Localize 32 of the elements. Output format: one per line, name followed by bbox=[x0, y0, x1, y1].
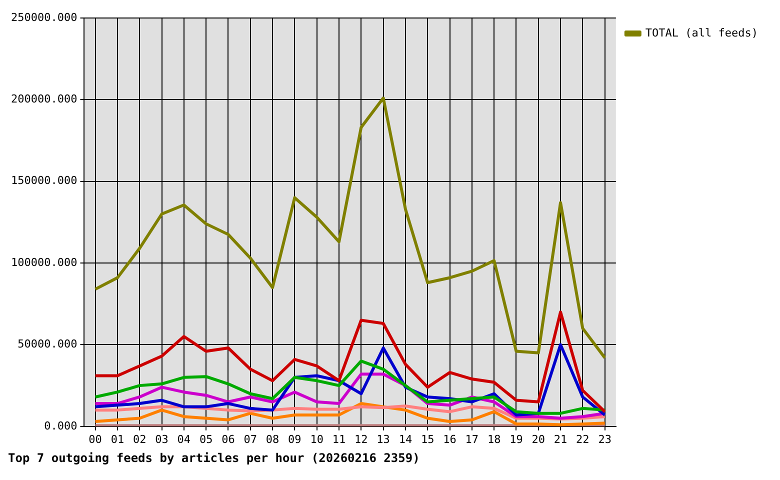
x-tick-label: 12 bbox=[354, 432, 368, 446]
x-tick-label: 19 bbox=[510, 432, 523, 446]
y-tick-label: 100000.000 bbox=[10, 256, 78, 269]
x-tick-label: 16 bbox=[443, 432, 456, 446]
x-tick-label: 02 bbox=[132, 432, 146, 446]
text: Top 7 outgoing feeds by articles per hour (20260216 2359) bbox=[8, 450, 420, 465]
x-tick-label: 10 bbox=[310, 432, 324, 446]
x-tick-label: 04 bbox=[177, 432, 191, 446]
y-tick-label: 0.000 bbox=[44, 419, 78, 432]
x-tick-label: 21 bbox=[554, 432, 568, 446]
y-tick-label: 250000.000 bbox=[10, 10, 78, 24]
x-tick-label: 14 bbox=[398, 432, 412, 446]
x-tick-label: 18 bbox=[487, 432, 501, 446]
x-tick-label: 08 bbox=[266, 432, 280, 446]
x-tick-label: 06 bbox=[222, 432, 235, 446]
legend-label: TOTAL (all feeds) bbox=[645, 26, 758, 40]
x-tick-label: 00 bbox=[88, 432, 102, 446]
x-tick-label: 22 bbox=[576, 432, 590, 446]
x-tick-label: 15 bbox=[420, 432, 434, 446]
x-tick-label: 13 bbox=[376, 432, 390, 446]
y-tick-label: 150000.000 bbox=[10, 174, 78, 188]
x-tick-label: 11 bbox=[332, 432, 346, 446]
x-tick-label: 07 bbox=[244, 432, 258, 446]
x-tick-label: 20 bbox=[532, 432, 546, 446]
x-tick-label: 17 bbox=[465, 432, 479, 446]
x-tick-label: 01 bbox=[110, 432, 124, 446]
x-tick-label: 05 bbox=[199, 432, 213, 446]
x-tick-label: 03 bbox=[155, 432, 168, 446]
y-tick-label: 50000.000 bbox=[18, 338, 78, 351]
y-tick-label: 200000.000 bbox=[10, 92, 78, 106]
x-tick-label: 23 bbox=[598, 432, 612, 446]
x-tick-label: 09 bbox=[288, 432, 302, 446]
